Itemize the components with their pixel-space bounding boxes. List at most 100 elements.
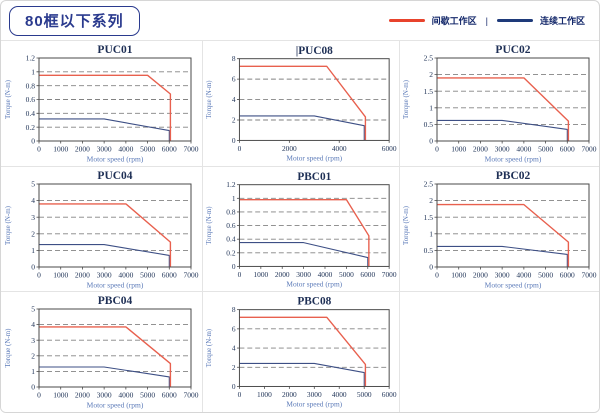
svg-text:8: 8 xyxy=(232,305,236,314)
series-intermittent xyxy=(239,316,367,387)
svg-text:0.2: 0.2 xyxy=(26,123,36,132)
svg-text:1000: 1000 xyxy=(53,271,68,280)
chart-PUC04: PUC04 0 1 2 3 4 5 0 1000 2000 3000 4000 5000 6000 7000… xyxy=(4,170,199,290)
chart-cell-PUC02: PUC02 0 0.5 1 1.5 2 2.5 0 1000 2000 3000 4000 5000 60… xyxy=(400,41,599,167)
svg-text:0.6: 0.6 xyxy=(226,221,236,230)
svg-text:2.5: 2.5 xyxy=(424,180,434,189)
svg-text:0.4: 0.4 xyxy=(226,235,236,244)
series-intermittent xyxy=(239,198,370,267)
empty-cell xyxy=(400,292,599,412)
chart-PUC02: PUC02 0 0.5 1 1.5 2 2.5 0 1000 2000 3000 4000 5000 60… xyxy=(402,44,597,164)
svg-text:1000: 1000 xyxy=(53,391,68,400)
svg-text:4: 4 xyxy=(232,344,236,353)
svg-text:0.2: 0.2 xyxy=(226,248,236,257)
svg-text:1: 1 xyxy=(429,103,433,112)
page-header: 80框以下系列 间歇工作区 | 连续工作区 xyxy=(1,1,599,41)
svg-text:6000: 6000 xyxy=(162,391,177,400)
svg-text:6: 6 xyxy=(232,75,236,84)
chart-cell-PUC04: PUC04 0 1 2 3 4 5 0 1000 2000 3000 4000 5000 6000 7000… xyxy=(1,167,203,292)
y-axis-label: Torque (N-m) xyxy=(206,329,213,367)
svg-text:5: 5 xyxy=(31,180,35,189)
svg-text:0: 0 xyxy=(37,391,41,400)
svg-text:0.5: 0.5 xyxy=(424,246,434,255)
svg-text:2000: 2000 xyxy=(75,145,90,154)
series-intermittent xyxy=(39,326,172,387)
series-intermittent xyxy=(39,203,172,267)
svg-text:2000: 2000 xyxy=(75,271,90,280)
svg-text:0: 0 xyxy=(238,144,242,153)
svg-text:5000: 5000 xyxy=(538,271,553,280)
charts-grid: PUC01 0 0.2 0.4 0.6 0.8 1 1.2 0 1000 2000 3000 4000 5… xyxy=(1,41,599,412)
series-continuous xyxy=(39,244,170,267)
svg-text:1000: 1000 xyxy=(53,145,68,154)
svg-text:0.5: 0.5 xyxy=(424,120,434,129)
svg-text:1.2: 1.2 xyxy=(26,54,36,63)
svg-text:1: 1 xyxy=(31,246,35,255)
series-continuous xyxy=(39,366,170,387)
svg-text:PBC04: PBC04 xyxy=(98,295,133,307)
svg-text:0: 0 xyxy=(232,382,236,391)
svg-text:5000: 5000 xyxy=(538,145,553,154)
y-axis-label: Torque (N-m) xyxy=(402,205,410,245)
svg-text:2000: 2000 xyxy=(75,391,90,400)
x-axis-label: Motor speed (rpm) xyxy=(286,280,342,289)
y-axis-label: Torque (N-m) xyxy=(4,328,12,368)
chart-cell-PBC01: PBC01 0 0.2 0.4 0.6 0.8 1 1.2 0 1000 2000 3000 4000 5… xyxy=(203,167,400,292)
svg-text:1.2: 1.2 xyxy=(226,180,236,189)
svg-text:0: 0 xyxy=(37,145,41,154)
svg-text:6000: 6000 xyxy=(162,145,177,154)
svg-text:0: 0 xyxy=(31,383,35,392)
svg-text:PBC08: PBC08 xyxy=(297,296,331,308)
svg-text:3000: 3000 xyxy=(97,391,112,400)
svg-text:3000: 3000 xyxy=(97,145,112,154)
svg-text:0: 0 xyxy=(429,263,433,272)
svg-text:1: 1 xyxy=(31,367,35,376)
svg-text:4: 4 xyxy=(31,320,35,329)
svg-text:6000: 6000 xyxy=(560,271,575,280)
svg-text:6: 6 xyxy=(232,324,236,333)
svg-text:0.6: 0.6 xyxy=(26,95,36,104)
svg-text:6000: 6000 xyxy=(382,390,397,399)
chart-cell-PBC04: PBC04 0 1 2 3 4 5 0 1000 2000 3000 4000 5000 6000 7000… xyxy=(1,292,203,412)
svg-text:2: 2 xyxy=(429,70,433,79)
series-continuous xyxy=(437,245,568,267)
chart-legend: 间歇工作区 | 连续工作区 xyxy=(388,14,585,27)
series-continuous xyxy=(239,242,369,267)
svg-text:4000: 4000 xyxy=(318,270,333,279)
svg-text:7000: 7000 xyxy=(582,145,597,154)
svg-text:2000: 2000 xyxy=(473,145,488,154)
y-axis-label: Torque (N-m) xyxy=(206,80,213,118)
svg-text:0: 0 xyxy=(435,145,439,154)
svg-text:0: 0 xyxy=(238,270,242,279)
svg-text:4: 4 xyxy=(232,95,236,104)
svg-text:4000: 4000 xyxy=(516,271,531,280)
x-axis-label: Motor speed (rpm) xyxy=(87,155,144,164)
svg-text:2.5: 2.5 xyxy=(424,54,434,63)
chart-PUC08: |PUC08 0 2 4 6 8 0 2000 4000 6000 Torque (N-m) Moto… xyxy=(206,45,397,163)
series-intermittent xyxy=(437,77,570,141)
chart-PUC01: PUC01 0 0.2 0.4 0.6 0.8 1 1.2 0 1000 2000 3000 4000 5… xyxy=(4,44,199,164)
series-intermittent xyxy=(239,65,367,141)
svg-text:4000: 4000 xyxy=(516,145,531,154)
legend-label-continuous: 连续工作区 xyxy=(539,16,585,26)
svg-text:4000: 4000 xyxy=(118,391,133,400)
y-axis-label: Torque (N-m) xyxy=(4,205,12,245)
svg-text:3: 3 xyxy=(31,213,35,222)
svg-text:7000: 7000 xyxy=(382,270,397,279)
svg-text:1000: 1000 xyxy=(257,390,272,399)
svg-text:7000: 7000 xyxy=(184,271,199,280)
svg-text:0: 0 xyxy=(429,137,433,146)
svg-text:5000: 5000 xyxy=(339,270,354,279)
svg-text:PBC01: PBC01 xyxy=(297,171,331,183)
svg-text:4000: 4000 xyxy=(118,145,133,154)
svg-text:6000: 6000 xyxy=(360,270,375,279)
svg-text:0.4: 0.4 xyxy=(26,109,36,118)
chart-cell-PUC08: |PUC08 0 2 4 6 8 0 2000 4000 6000 Torque (N-m) Moto… xyxy=(203,41,400,167)
svg-text:5: 5 xyxy=(31,305,35,314)
svg-text:3000: 3000 xyxy=(495,271,510,280)
svg-text:2000: 2000 xyxy=(275,270,290,279)
chart-PBC01: PBC01 0 0.2 0.4 0.6 0.8 1 1.2 0 1000 2000 3000 4000 5… xyxy=(206,171,397,289)
svg-text:3000: 3000 xyxy=(495,145,510,154)
svg-text:4000: 4000 xyxy=(332,144,347,153)
